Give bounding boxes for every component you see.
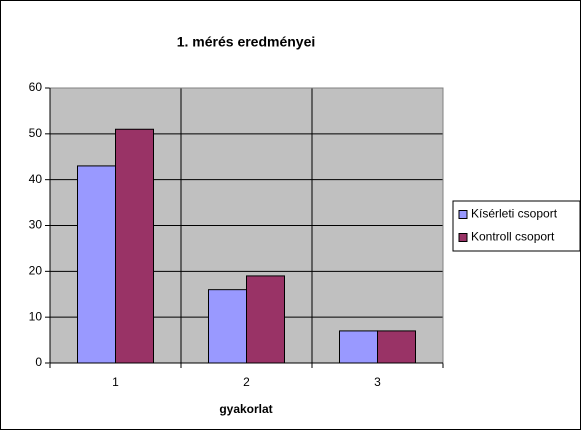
chart-title: 1. mérés eredményei xyxy=(177,34,316,50)
bar xyxy=(339,330,378,364)
x-tick-label: 2 xyxy=(243,375,250,389)
legend-box xyxy=(452,200,581,252)
bar xyxy=(77,165,116,364)
x-tick-label: 3 xyxy=(374,375,381,389)
bar xyxy=(246,275,285,364)
y-tick-label: 0 xyxy=(35,355,42,369)
bar xyxy=(377,330,416,364)
y-tick-label: 60 xyxy=(29,80,43,94)
legend-swatch xyxy=(458,233,468,242)
x-axis-title: gyakorlat xyxy=(219,402,272,416)
legend-label: Kísérleti csoport xyxy=(471,207,558,221)
x-tick-label: 1 xyxy=(112,375,119,389)
y-tick-label: 40 xyxy=(29,172,43,186)
y-tick-label: 50 xyxy=(29,126,43,140)
y-tick-label: 20 xyxy=(29,264,43,278)
bar xyxy=(208,289,247,364)
bar xyxy=(115,128,154,364)
legend-label: Kontroll csoport xyxy=(471,230,555,244)
y-tick-label: 30 xyxy=(29,218,43,232)
y-tick-label: 10 xyxy=(29,309,43,323)
legend-swatch xyxy=(458,210,468,219)
